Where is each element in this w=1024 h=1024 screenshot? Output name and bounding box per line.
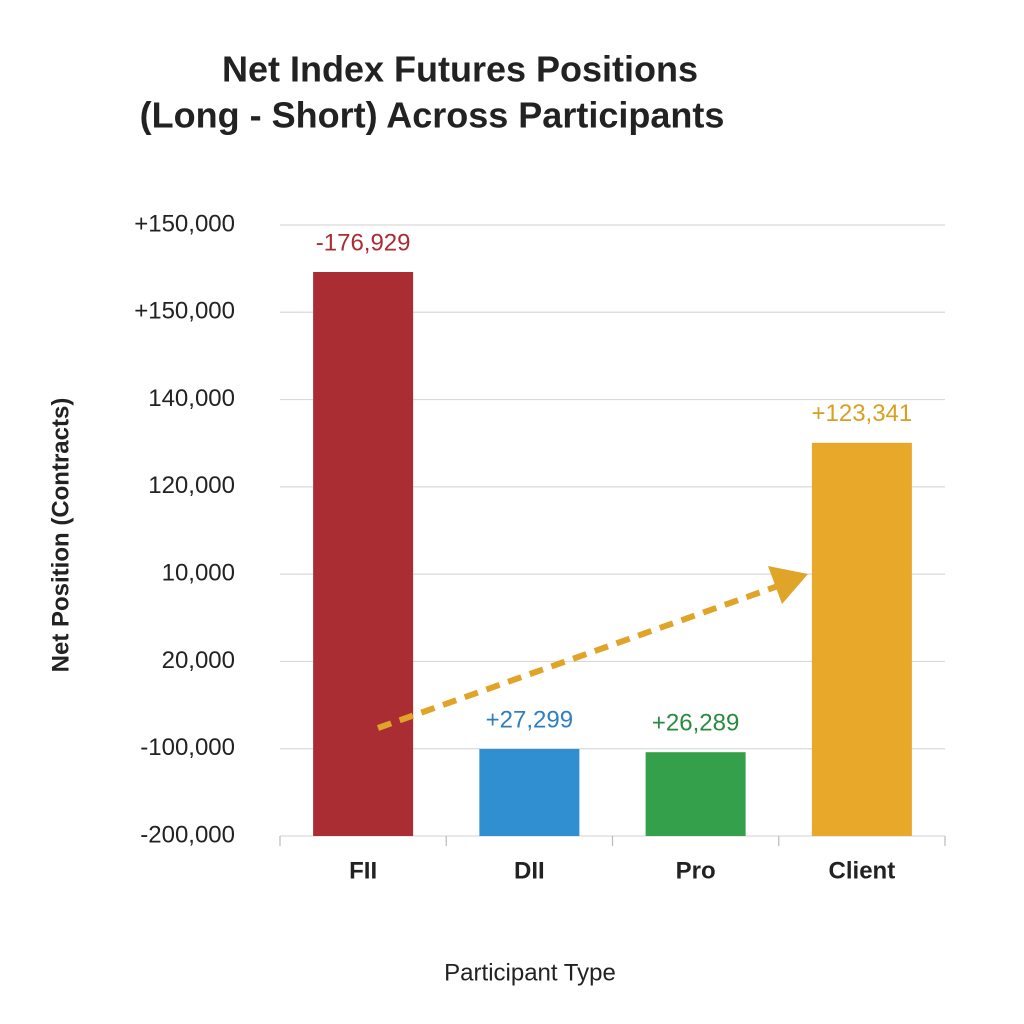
data-label: +26,289 bbox=[652, 710, 739, 737]
bar bbox=[645, 752, 746, 836]
y-tick-label: +150,000 bbox=[134, 298, 235, 325]
y-tick-label: 20,000 bbox=[162, 647, 235, 674]
x-tick-label: FII bbox=[349, 857, 377, 884]
trend-arrow bbox=[376, 566, 808, 731]
x-tick-label: DII bbox=[514, 857, 545, 884]
x-axis-label: Participant Type bbox=[444, 959, 616, 986]
chart-title: Net Index Futures Positions bbox=[222, 49, 698, 90]
x-tick-label: Pro bbox=[676, 857, 716, 884]
data-label: +123,341 bbox=[811, 400, 912, 427]
bar bbox=[811, 442, 912, 836]
y-tick-label: 140,000 bbox=[148, 385, 235, 412]
data-label: +27,299 bbox=[486, 706, 573, 733]
x-tick-label: Client bbox=[829, 857, 896, 884]
y-tick-label: -200,000 bbox=[140, 821, 235, 848]
bar bbox=[479, 748, 580, 836]
plot-area: +150,000 +150,000 140,000 120,000 10,000 20,0… bbox=[134, 210, 946, 884]
data-label: -176,929 bbox=[316, 229, 411, 256]
y-axis-label: Net Position (Contracts) bbox=[47, 398, 74, 673]
y-tick-label: 120,000 bbox=[148, 472, 235, 499]
bar bbox=[313, 272, 414, 836]
y-tick-label: -100,000 bbox=[140, 734, 235, 761]
y-tick-label: +150,000 bbox=[134, 210, 235, 237]
y-tick-label: 10,000 bbox=[162, 559, 235, 586]
chart-subtitle: (Long - Short) Across Participants bbox=[140, 95, 725, 136]
